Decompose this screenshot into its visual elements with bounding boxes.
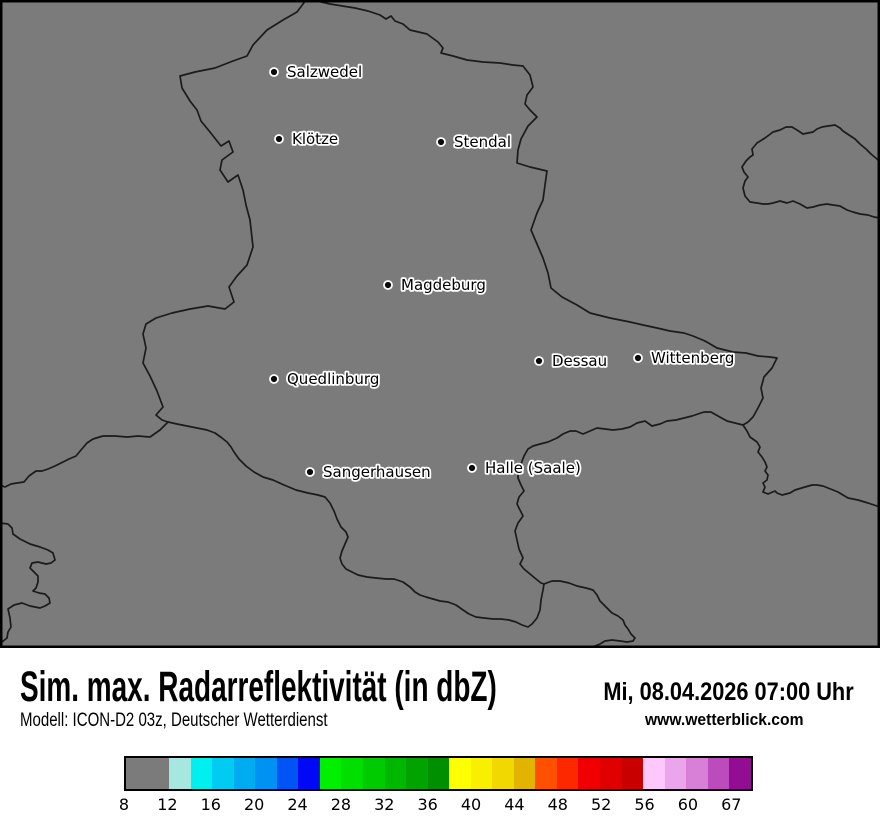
city-dot-icon xyxy=(383,280,393,290)
colorbar-tick-label: 28 xyxy=(330,795,352,814)
colorbar-segment-30-32 xyxy=(363,758,385,789)
city-dot-icon xyxy=(436,137,446,147)
state-border-east xyxy=(742,424,880,508)
colorbar-segment-63.5-67 xyxy=(707,758,730,789)
city-dot-icon xyxy=(269,67,279,77)
colorbar-tick-label: 16 xyxy=(200,795,221,814)
colorbar-segment-52-54 xyxy=(600,758,622,789)
state-border-berlin xyxy=(741,124,880,219)
colorbar-segment-48-50 xyxy=(556,758,579,789)
colorbar-tick-label: 44 xyxy=(504,795,525,814)
weather-map-svg: Salzwedel Klötze Stendal Magdeburg Dessau Wit… xyxy=(0,0,880,648)
city-dot-icon xyxy=(633,353,643,363)
state-border-south xyxy=(167,421,545,628)
colorbar-tick-label: 24 xyxy=(287,795,308,814)
colorbar-segment-56-58 xyxy=(643,758,665,789)
colorbar-tick-label: 8 xyxy=(118,795,130,814)
map-frame xyxy=(0,0,880,648)
colorbar-segment-20-22 xyxy=(255,758,277,789)
model-info: Modell: ICON-D2 03z, Deutscher Wetterdie… xyxy=(20,710,328,731)
website-label: www.wetterblick.com xyxy=(645,710,804,729)
city-marker: Sangerhausen xyxy=(305,461,432,483)
colorbar-segment-67+ xyxy=(729,758,751,789)
colorbar-segment-42-44 xyxy=(492,758,514,789)
city-label: Sangerhausen xyxy=(323,463,431,481)
state-border-southwest xyxy=(0,421,169,488)
colorbar-segment-8-12 xyxy=(126,758,170,789)
state-border-northeast xyxy=(312,0,778,426)
state-border-west xyxy=(142,0,307,423)
state-border-saxony xyxy=(514,411,744,585)
city-marker: Magdeburg xyxy=(383,274,488,296)
colorbar-segment-26-28 xyxy=(319,758,342,789)
city-label: Quedlinburg xyxy=(287,370,379,388)
colorbar-segment-36-38 xyxy=(427,758,450,789)
colorbar-segment-24-26 xyxy=(298,758,320,789)
city-dot-icon xyxy=(269,374,279,384)
page-title: Sim. max. Radarreflektivität (in dbZ) xyxy=(20,663,497,711)
colorbar-segment-28-30 xyxy=(341,758,364,789)
city-marker: Wittenberg xyxy=(633,347,736,369)
weather-map: Salzwedel Klötze Stendal Magdeburg Dessau Wit… xyxy=(0,0,880,648)
colorbar-segment-40-42 xyxy=(470,758,493,789)
colorbar-tick-label: 60 xyxy=(677,795,699,814)
city-dot-icon xyxy=(467,463,477,473)
colorbar-tick-label: 40 xyxy=(460,795,482,814)
colorbar-ticks: 8 12 16 20 24 28 32 36 40 44 48 52 56 60 67 xyxy=(119,795,753,815)
colorbar-segment-46-48 xyxy=(535,758,557,789)
city-label: Stendal xyxy=(454,133,511,151)
colorbar-segment-60-63.5 xyxy=(686,758,708,789)
colorbar-tick-label: 56 xyxy=(634,795,655,814)
colorbar-segment-58-60 xyxy=(664,758,687,789)
colorbar-tick-label: 32 xyxy=(374,795,395,814)
city-marker: Halle (Saale) xyxy=(467,457,583,479)
city-dot-icon xyxy=(305,467,315,477)
city-label: Halle (Saale) xyxy=(485,459,581,477)
colorbar-tick-label: 48 xyxy=(547,795,568,814)
colorbar-tick-label: 67 xyxy=(721,795,742,814)
city-label: Magdeburg xyxy=(401,276,486,294)
city-marker: Salzwedel xyxy=(269,61,364,83)
colorbar-segment-50-52 xyxy=(578,758,601,789)
cities-layer: Salzwedel Klötze Stendal Magdeburg Dessau Wit… xyxy=(269,61,736,483)
colorbar-segment-12-14 xyxy=(169,758,191,789)
colorbar-segment-54-56 xyxy=(621,758,644,789)
city-dot-icon xyxy=(534,356,544,366)
city-marker: Stendal xyxy=(436,131,513,153)
city-marker: Klötze xyxy=(274,128,340,150)
colorbar-segment-16-18 xyxy=(212,758,234,789)
city-marker: Dessau xyxy=(534,350,609,372)
city-label: Salzwedel xyxy=(287,63,362,81)
colorbar-tick-label: 52 xyxy=(590,795,612,814)
city-label: Dessau xyxy=(552,352,607,370)
state-border-south-tip xyxy=(543,580,636,648)
colorbar-tick-label: 20 xyxy=(243,795,265,814)
colorbar-wrap: 8 12 16 20 24 28 32 36 40 44 48 52 56 60 67 xyxy=(119,756,753,815)
colorbar-segment-34-36 xyxy=(406,758,428,789)
colorbar-tick-label: 12 xyxy=(157,795,178,814)
colorbar-segment-38-40 xyxy=(449,758,471,789)
colorbar-segment-44-46 xyxy=(513,758,536,789)
city-label: Wittenberg xyxy=(651,349,734,367)
city-marker: Quedlinburg xyxy=(269,368,381,390)
colorbar-segment-22-24 xyxy=(276,758,299,789)
colorbar-tick-label: 36 xyxy=(417,795,438,814)
colorbar-segment-32-34 xyxy=(384,758,407,789)
colorbar xyxy=(124,756,753,791)
colorbar-segment-14-16 xyxy=(190,758,213,789)
colorbar-segment-18-20 xyxy=(233,758,256,789)
state-border-thuringia-west xyxy=(0,522,56,645)
state-borders-layer xyxy=(0,0,880,648)
city-dot-icon xyxy=(274,134,284,144)
city-label: Klötze xyxy=(292,130,338,148)
forecast-datetime: Mi, 08.04.2026 07:00 Uhr xyxy=(603,678,854,706)
